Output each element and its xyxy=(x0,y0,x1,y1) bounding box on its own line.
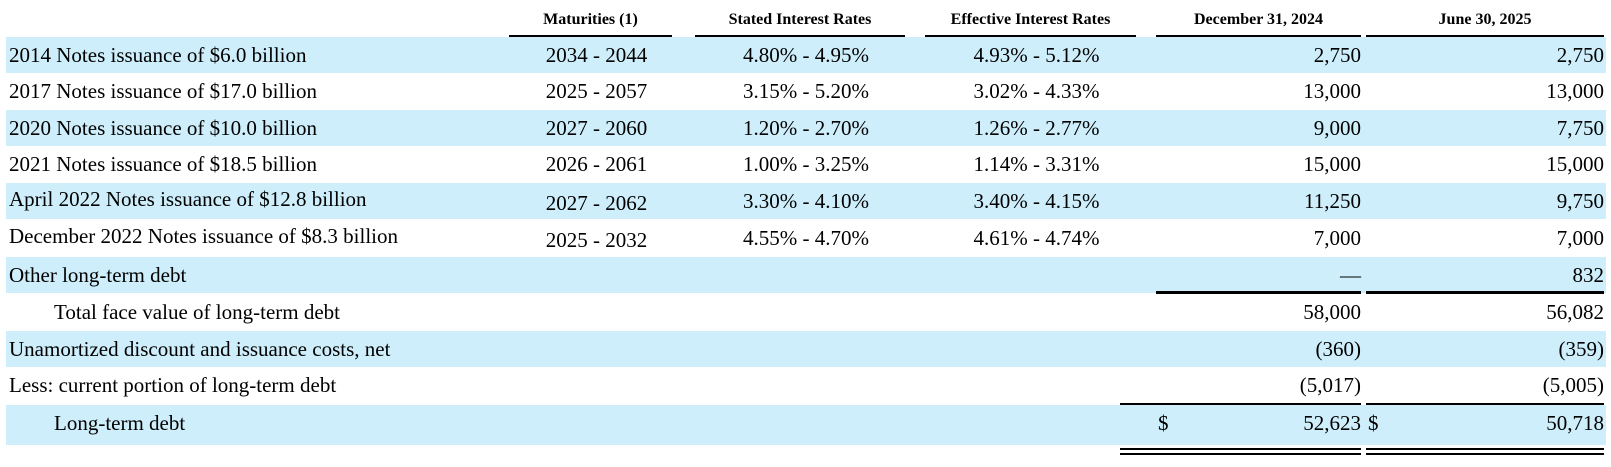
current-portion-label: Less: current portion of long-term debt xyxy=(9,373,337,397)
unamortized-jun2025: (359) xyxy=(1558,337,1605,361)
header-june-30-2025: June 30, 2025 xyxy=(1438,11,1532,28)
dec2024-value: 7,000 xyxy=(1313,226,1361,250)
table-row: Unamortized discount and issuance costs,… xyxy=(6,331,1606,367)
row-label: 2021 Notes issuance of $18.5 billion xyxy=(9,152,317,176)
subtotal-rule-jun2025 xyxy=(1366,291,1604,294)
double-rule-bottom-dec2024 xyxy=(1120,453,1361,455)
header-rule-jun2025 xyxy=(1366,35,1604,37)
unamortized-label: Unamortized discount and issuance costs,… xyxy=(9,337,391,361)
maturities-value: 2025 - 2057 xyxy=(545,79,648,103)
long-term-debt-jun2025: 50,718 xyxy=(1546,411,1604,435)
dec2024-value: 11,250 xyxy=(1304,189,1361,213)
total-face-label: Total face value of long-term debt xyxy=(54,300,340,324)
dec2024-value: — xyxy=(1340,263,1361,287)
current-portion-jun2025: (5,005) xyxy=(1542,373,1604,397)
maturities-value: 2027 - 2060 xyxy=(545,116,648,140)
total-rule-jun2025 xyxy=(1366,403,1604,405)
dec2024-value: 15,000 xyxy=(1303,152,1361,176)
header-stated-interest-rates: Stated Interest Rates xyxy=(728,11,872,28)
table-row: April 2022 Notes issuance of $12.8 billi… xyxy=(6,183,1606,219)
table-row: Long-term debt $ 52,623 $ 50,718 xyxy=(6,405,1606,445)
effective-rate-value: 3.40% - 4.15% xyxy=(973,189,1100,213)
header-rule-dec2024 xyxy=(1156,35,1361,37)
currency-symbol-dec2024: $ xyxy=(1158,411,1169,435)
jun2025-value: 13,000 xyxy=(1546,79,1604,103)
header-rule-effective xyxy=(925,35,1136,37)
maturities-value: 2025 - 2032 xyxy=(545,228,648,252)
table-row: 2014 Notes issuance of $6.0 billion 2034… xyxy=(6,37,1606,73)
total-rule-dec2024 xyxy=(1120,403,1361,405)
header-rule-maturities xyxy=(509,35,672,37)
jun2025-value: 7,000 xyxy=(1556,226,1604,250)
dec2024-value: 13,000 xyxy=(1303,79,1361,103)
dec2024-value: 2,750 xyxy=(1313,43,1361,67)
effective-rate-value: 3.02% - 4.33% xyxy=(973,79,1100,103)
row-label: December 2022 Notes issuance of $8.3 bil… xyxy=(9,224,398,248)
maturities-value: 2027 - 2062 xyxy=(545,191,648,215)
subtotal-rule-dec2024 xyxy=(1156,291,1361,294)
table-row: 2020 Notes issuance of $10.0 billion 202… xyxy=(6,110,1606,146)
row-label: 2014 Notes issuance of $6.0 billion xyxy=(9,43,307,67)
effective-rate-value: 4.93% - 5.12% xyxy=(973,43,1100,67)
stated-rate-value: 4.80% - 4.95% xyxy=(743,43,869,67)
jun2025-value: 2,750 xyxy=(1556,43,1604,67)
effective-rate-value: 1.26% - 2.77% xyxy=(973,116,1100,140)
row-label: 2020 Notes issuance of $10.0 billion xyxy=(9,116,317,140)
row-label: April 2022 Notes issuance of $12.8 billi… xyxy=(9,187,367,211)
stated-rate-value: 1.20% - 2.70% xyxy=(743,116,869,140)
jun2025-value: 9,750 xyxy=(1556,189,1604,213)
stated-rate-value: 3.15% - 5.20% xyxy=(743,79,869,103)
header-december-31-2024: December 31, 2024 xyxy=(1194,11,1323,28)
total-face-jun2025: 56,082 xyxy=(1546,300,1604,324)
dec2024-value: 9,000 xyxy=(1313,116,1361,140)
maturities-value: 2026 - 2061 xyxy=(545,152,648,176)
header-effective-interest-rates: Effective Interest Rates xyxy=(950,11,1111,28)
effective-rate-value: 1.14% - 3.31% xyxy=(973,152,1100,176)
current-portion-dec2024: (5,017) xyxy=(1299,373,1361,397)
table-row: December 2022 Notes issuance of $8.3 bil… xyxy=(6,220,1606,256)
effective-rate-value: 4.61% - 4.74% xyxy=(973,226,1100,250)
table-row: 2017 Notes issuance of $17.0 billion 202… xyxy=(6,73,1606,109)
jun2025-value: 7,750 xyxy=(1556,116,1604,140)
total-face-dec2024: 58,000 xyxy=(1303,300,1361,324)
header-maturities: Maturities (1) xyxy=(543,11,638,28)
header-rule-stated xyxy=(695,35,905,37)
jun2025-value: 15,000 xyxy=(1546,152,1604,176)
double-rule-bottom-jun2025 xyxy=(1366,453,1604,455)
long-term-debt-dec2024: 52,623 xyxy=(1303,411,1361,435)
table-row: Less: current portion of long-term debt … xyxy=(6,367,1606,403)
stated-rate-value: 3.30% - 4.10% xyxy=(743,189,869,213)
double-rule-top-jun2025 xyxy=(1366,448,1604,450)
unamortized-dec2024: (360) xyxy=(1315,337,1362,361)
row-label: Other long-term debt xyxy=(9,263,187,287)
maturities-value: 2034 - 2044 xyxy=(545,43,648,67)
currency-symbol-jun2025: $ xyxy=(1368,411,1379,435)
table-row: 2021 Notes issuance of $18.5 billion 202… xyxy=(6,146,1606,182)
row-label: 2017 Notes issuance of $17.0 billion xyxy=(9,79,317,103)
table-row: Other long-term debt — 832 xyxy=(6,257,1606,293)
double-rule-top-dec2024 xyxy=(1120,448,1361,450)
jun2025-value: 832 xyxy=(1572,263,1605,287)
table-row: Total face value of long-term debt 58,00… xyxy=(6,294,1606,330)
stated-rate-value: 4.55% - 4.70% xyxy=(743,226,869,250)
long-term-debt-label: Long-term debt xyxy=(54,411,186,435)
stated-rate-value: 1.00% - 3.25% xyxy=(743,152,869,176)
